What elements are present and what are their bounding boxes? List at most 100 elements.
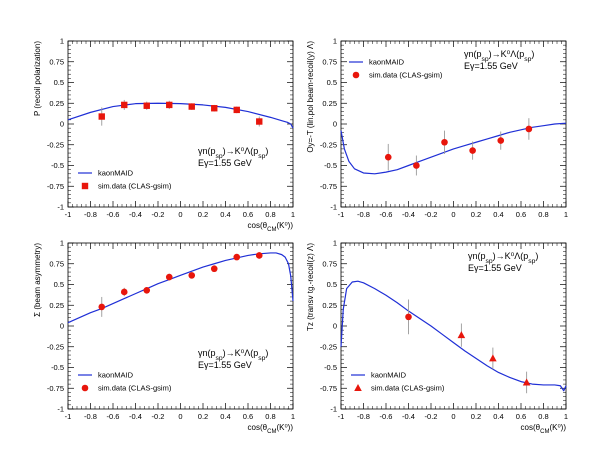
x-tick-label: -0.6	[107, 412, 120, 421]
x-tick-label: 0.6	[516, 412, 526, 421]
data-point	[165, 273, 173, 281]
y-tick-label: -1	[57, 405, 64, 414]
data-point	[166, 101, 173, 109]
label-run: (K⁰))	[276, 221, 293, 230]
reaction-annotation: γn(psp)→K⁰Λ(psp)	[468, 251, 538, 265]
reaction-annotation: γn(psp)→K⁰Λ(psp)	[198, 348, 268, 362]
x-tick-label: 0.8	[538, 412, 548, 421]
x-tick-label: 1	[564, 412, 568, 421]
x-tick-label: 0.2	[198, 412, 208, 421]
x-tick-label: 0.6	[516, 210, 526, 219]
energy-annotation: Eγ=1.55 GeV	[198, 158, 252, 168]
y-tick-label: 0.25	[322, 301, 337, 310]
y-tick-label: -0.75	[47, 384, 64, 393]
x-axis-label: cos(θCM(K⁰))	[248, 423, 294, 435]
legend-label-model: kaonMAID	[369, 58, 405, 67]
x-tick-label: 0.4	[493, 210, 503, 219]
legend-label-data: sim.data (CLAS-gsim)	[98, 182, 172, 191]
label-run: sp	[524, 56, 531, 63]
y-tick-label: -1	[330, 405, 337, 414]
y-tick-label: 1	[333, 239, 337, 248]
data-point	[489, 354, 497, 362]
x-tick-label: 0	[178, 210, 182, 219]
energy-annotation: Eγ=1.55 GeV	[198, 360, 252, 370]
model-curve-kaonmaid	[67, 252, 294, 324]
legend-label-data: sim.data (CLAS-gsim)	[371, 384, 445, 393]
y-tick-label: 0	[60, 120, 64, 129]
model-curve-kaonmaid	[340, 280, 567, 392]
label-run: )→K⁰Λ(p	[223, 146, 259, 156]
x-tick-label: -0.8	[357, 210, 370, 219]
label-run: )	[265, 146, 268, 156]
x-tick-label: -0.6	[380, 412, 393, 421]
data-point	[522, 378, 531, 386]
y-tick-label: 0.5	[327, 78, 337, 87]
y-tick-label: 0.25	[49, 301, 64, 310]
x-axis-label: cos(θCM(K⁰))	[248, 221, 294, 233]
data-point	[98, 113, 105, 120]
x-tick-label: 1	[291, 210, 295, 219]
label-run: γn(p	[198, 146, 216, 156]
data-point	[211, 105, 218, 112]
data-point	[405, 313, 412, 321]
label-run: sp	[216, 355, 223, 362]
y-tick-label: 0.75	[322, 57, 337, 66]
x-tick-label: 0.2	[198, 210, 208, 219]
y-tick-label: 0	[333, 322, 337, 331]
data-point	[98, 303, 106, 311]
x-tick-label: 0	[178, 412, 182, 421]
energy-annotation: Eγ=1.55 GeV	[464, 61, 518, 71]
y-tick-label: -1	[57, 203, 64, 212]
data-point	[121, 101, 128, 109]
data-point	[120, 288, 128, 296]
x-tick-label: 0.2	[471, 210, 481, 219]
label-run: )→K⁰Λ(p	[489, 49, 525, 59]
y-tick-label: 0.25	[49, 99, 64, 108]
data-point	[413, 162, 420, 169]
y-tick-label: -0.5	[324, 363, 337, 372]
x-tick-label: -0.2	[425, 210, 438, 219]
x-tick-label: 0.8	[265, 210, 275, 219]
x-tick-label: -0.6	[107, 210, 120, 219]
y-tick-label: 1	[333, 37, 337, 46]
label-run: (K⁰))	[549, 423, 566, 432]
x-tick-label: -0.4	[129, 210, 142, 219]
y-tick-label: 0.75	[322, 259, 337, 268]
y-tick-label: -0.75	[320, 182, 337, 191]
legend-marker-swatch	[81, 182, 89, 190]
y-tick-label: 0.25	[322, 99, 337, 108]
x-tick-label: 0.4	[220, 210, 230, 219]
x-tick-label: -0.2	[152, 412, 165, 421]
x-tick-label: 0.6	[243, 412, 253, 421]
x-tick-label: -0.4	[402, 412, 415, 421]
label-run: sp	[482, 56, 489, 63]
label-run: γn(p	[464, 49, 482, 59]
label-run: sp	[258, 355, 265, 362]
legend-marker-swatch	[81, 384, 89, 392]
x-tick-label: -0.2	[152, 210, 165, 219]
y-tick-label: 0.5	[54, 78, 64, 87]
x-tick-label: -0.4	[129, 412, 142, 421]
data-point	[441, 138, 448, 146]
data-point	[188, 272, 196, 279]
x-tick-label: -0.8	[84, 210, 97, 219]
x-tick-label: -1	[338, 412, 345, 421]
y-tick-label: -0.25	[320, 342, 337, 351]
data-point	[188, 103, 195, 110]
data-point	[143, 287, 151, 294]
x-tick-label: -0.4	[402, 210, 415, 219]
x-tick-label: 1	[291, 412, 295, 421]
energy-annotation: Eγ=1.55 GeV	[468, 263, 522, 273]
data-point	[210, 265, 218, 273]
label-run: γn(p	[468, 251, 486, 261]
data-point	[233, 253, 241, 261]
y-tick-label: 0.75	[49, 57, 64, 66]
x-tick-label: -0.2	[425, 412, 438, 421]
x-tick-label: 0.2	[471, 412, 481, 421]
data-point	[457, 331, 466, 339]
y-tick-label: -1	[330, 203, 337, 212]
data-point	[143, 102, 150, 109]
